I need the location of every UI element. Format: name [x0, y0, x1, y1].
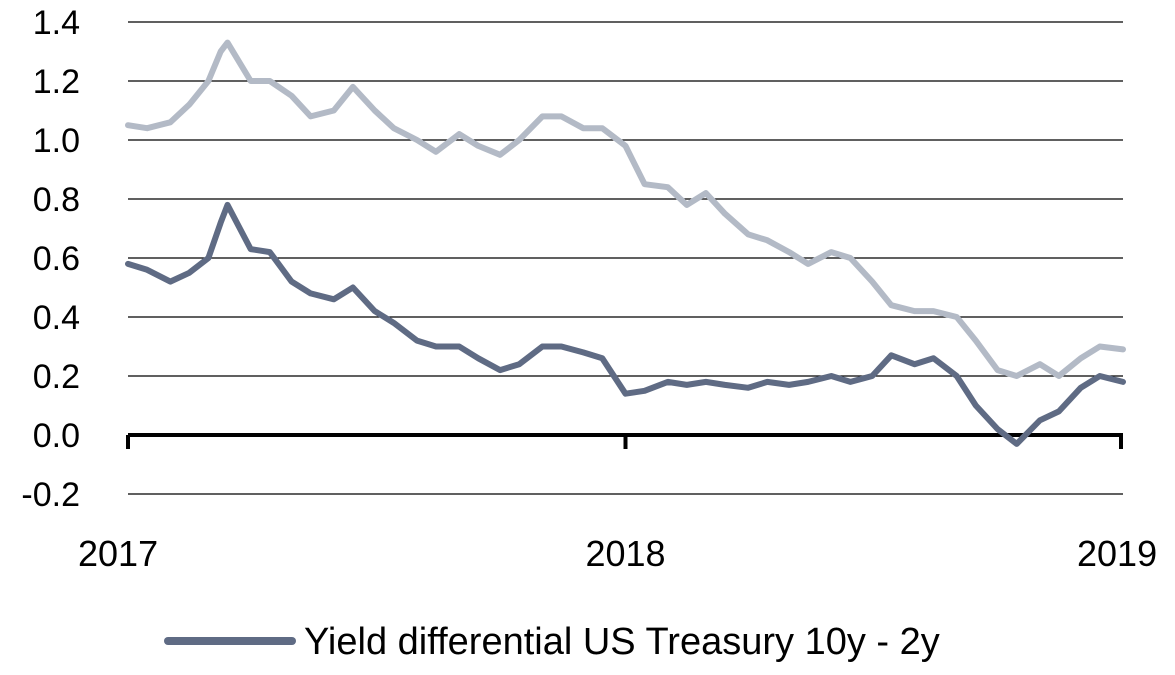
axes: [126, 433, 1123, 449]
series-line-0: [125, 39, 1126, 379]
x-tick-label: 2019: [1077, 533, 1157, 574]
gridlines: [128, 21, 1123, 495]
y-tick-label: 1.0: [33, 122, 80, 160]
y-tick-label: 1.4: [33, 4, 80, 42]
y-tick-label: 0.2: [33, 358, 80, 396]
y-tick-label: 0.4: [33, 299, 80, 337]
y-tick-label: -0.2: [21, 476, 80, 514]
legend-label: Yield differential US Treasury 10y - 2y: [304, 621, 940, 663]
y-tick-label: 1.2: [33, 63, 80, 101]
x-tick-labels: 2017 2018 2019: [78, 533, 1157, 574]
x-tick-label: 2018: [585, 533, 665, 574]
y-tick-label: 0.6: [33, 240, 80, 278]
y-tick-label: 0.8: [33, 181, 80, 219]
y-tick-label: 0.0: [33, 417, 80, 455]
y-tick-labels: -0.2 0.0 0.2 0.4 0.6 0.8 1.0 1.2 1.4: [21, 4, 80, 514]
series-lines: [125, 39, 1126, 447]
legend: Yield differential US Treasury 10y - 2y: [164, 621, 940, 663]
series-line-1: [125, 201, 1126, 447]
x-tick-label: 2017: [78, 533, 158, 574]
